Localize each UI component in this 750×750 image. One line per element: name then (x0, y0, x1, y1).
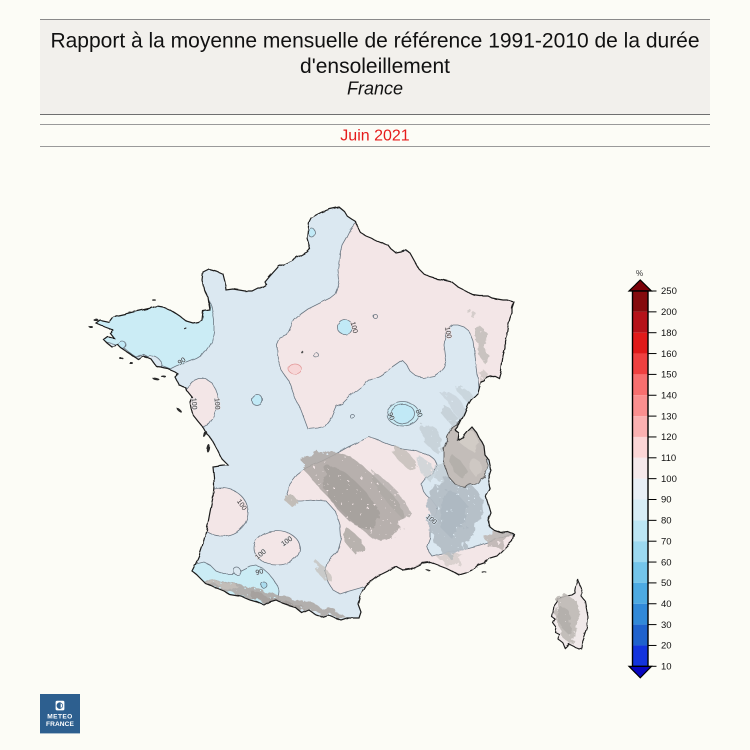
svg-text:140: 140 (661, 390, 677, 401)
svg-text:110: 110 (661, 453, 676, 464)
svg-text:20: 20 (661, 641, 672, 652)
svg-text:70: 70 (661, 536, 672, 547)
svg-text:90: 90 (177, 357, 187, 367)
svg-text:90: 90 (661, 495, 672, 506)
svg-text:100: 100 (349, 321, 359, 334)
svg-text:180: 180 (661, 328, 677, 339)
svg-text:France: France (347, 79, 403, 99)
svg-text:90: 90 (386, 412, 395, 422)
svg-text:30: 30 (661, 620, 672, 631)
svg-text:90: 90 (255, 568, 264, 577)
svg-text:d'ensoleillement: d'ensoleillement (300, 55, 450, 78)
svg-text:80: 80 (661, 516, 672, 527)
svg-text:50: 50 (661, 578, 672, 589)
svg-text:10: 10 (661, 662, 672, 673)
svg-text:120: 120 (661, 432, 677, 443)
svg-text:METEO: METEO (47, 714, 72, 721)
svg-text:40: 40 (661, 599, 672, 610)
svg-text:100: 100 (661, 474, 677, 485)
svg-text:80: 80 (414, 409, 423, 419)
svg-text:Juin 2021: Juin 2021 (340, 128, 409, 145)
svg-text:FRANCE: FRANCE (46, 721, 75, 728)
svg-text:150: 150 (661, 370, 677, 381)
svg-text:100: 100 (189, 398, 197, 410)
svg-text:160: 160 (661, 349, 677, 360)
svg-text:60: 60 (661, 557, 672, 568)
svg-text:100: 100 (212, 398, 220, 410)
svg-text:250: 250 (661, 286, 677, 297)
svg-text:100: 100 (443, 326, 452, 339)
svg-text:130: 130 (661, 411, 677, 422)
svg-text:Rapport à la moyenne mensuelle: Rapport à la moyenne mensuelle de référe… (50, 30, 699, 53)
svg-text:200: 200 (661, 307, 677, 318)
svg-text:%: % (636, 269, 643, 278)
